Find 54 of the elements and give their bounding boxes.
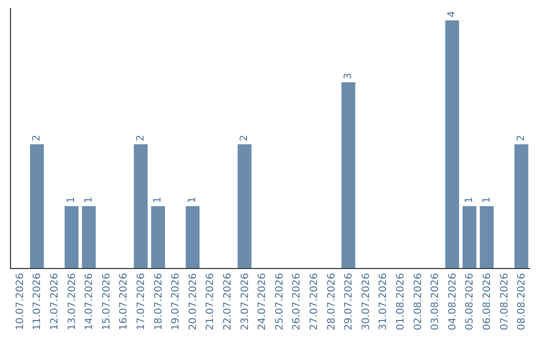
x-tick-label: 24.07.2026	[257, 273, 268, 330]
bar	[186, 206, 200, 268]
data-label: 1	[464, 196, 475, 204]
x-tick-label: 23.07.2026	[240, 273, 251, 330]
bar	[134, 144, 148, 268]
data-label: 1	[152, 196, 164, 204]
bar	[30, 144, 44, 268]
x-tick-label: 05.08.2026	[464, 273, 476, 330]
x-tick-label: 28.07.2026	[326, 273, 338, 330]
x-tick-label: 26.07.2026	[292, 273, 303, 330]
x-tick-label: 22.07.2026	[222, 273, 234, 330]
x-tick-label: 14.07.2026	[84, 273, 96, 330]
bar	[462, 206, 476, 268]
x-tick-label: 10.07.2026	[14, 273, 26, 330]
data-label: 2	[239, 134, 250, 142]
data-label: 2	[31, 134, 42, 142]
x-tick-label: 18.07.2026	[153, 273, 164, 330]
x-tick-label: 11.07.2026	[32, 273, 44, 330]
x-tick-label: 30.07.2026	[360, 273, 372, 330]
x-tick-label: 08.08.2026	[516, 273, 528, 330]
x-tick-label: 07.08.2026	[499, 273, 510, 330]
data-label: 1	[83, 196, 94, 204]
x-tick-label: 16.07.2026	[118, 273, 130, 330]
data-label: 3	[342, 72, 354, 80]
x-tick-label: 06.08.2026	[482, 273, 493, 330]
data-label: 2	[135, 134, 146, 142]
x-tick-label: 13.07.2026	[66, 273, 78, 330]
bar	[445, 20, 460, 268]
x-tick-label: 01.08.2026	[396, 273, 406, 330]
data-label: 2	[516, 134, 527, 142]
bar	[64, 206, 78, 268]
data-label: 1	[66, 196, 78, 204]
x-tick-label: 12.07.2026	[50, 273, 60, 330]
x-tick-label: 04.08.2026	[447, 273, 458, 330]
bar	[480, 206, 494, 268]
bar	[151, 206, 165, 268]
x-tick-label: 27.07.2026	[309, 273, 320, 330]
x-tick-label: 03.08.2026	[430, 273, 442, 330]
bar	[514, 144, 528, 268]
bar	[341, 82, 356, 268]
x-tick-label: 29.07.2026	[344, 273, 355, 330]
data-label: 1	[187, 196, 198, 204]
x-tick-label: 02.08.2026	[412, 273, 424, 330]
bar	[82, 206, 96, 268]
x-tick-label: 20.07.2026	[188, 273, 199, 330]
bar	[238, 144, 252, 268]
x-tick-label: 25.07.2026	[274, 273, 286, 330]
x-tick-label: 15.07.2026	[101, 273, 112, 330]
data-label: 1	[481, 196, 492, 204]
x-tick-label: 19.07.2026	[170, 273, 182, 330]
x-tick-label: 21.07.2026	[205, 273, 216, 330]
x-tick-label: 17.07.2026	[136, 273, 147, 330]
x-tick-label: 31.07.2026	[378, 273, 390, 330]
data-label: 4	[446, 11, 458, 18]
